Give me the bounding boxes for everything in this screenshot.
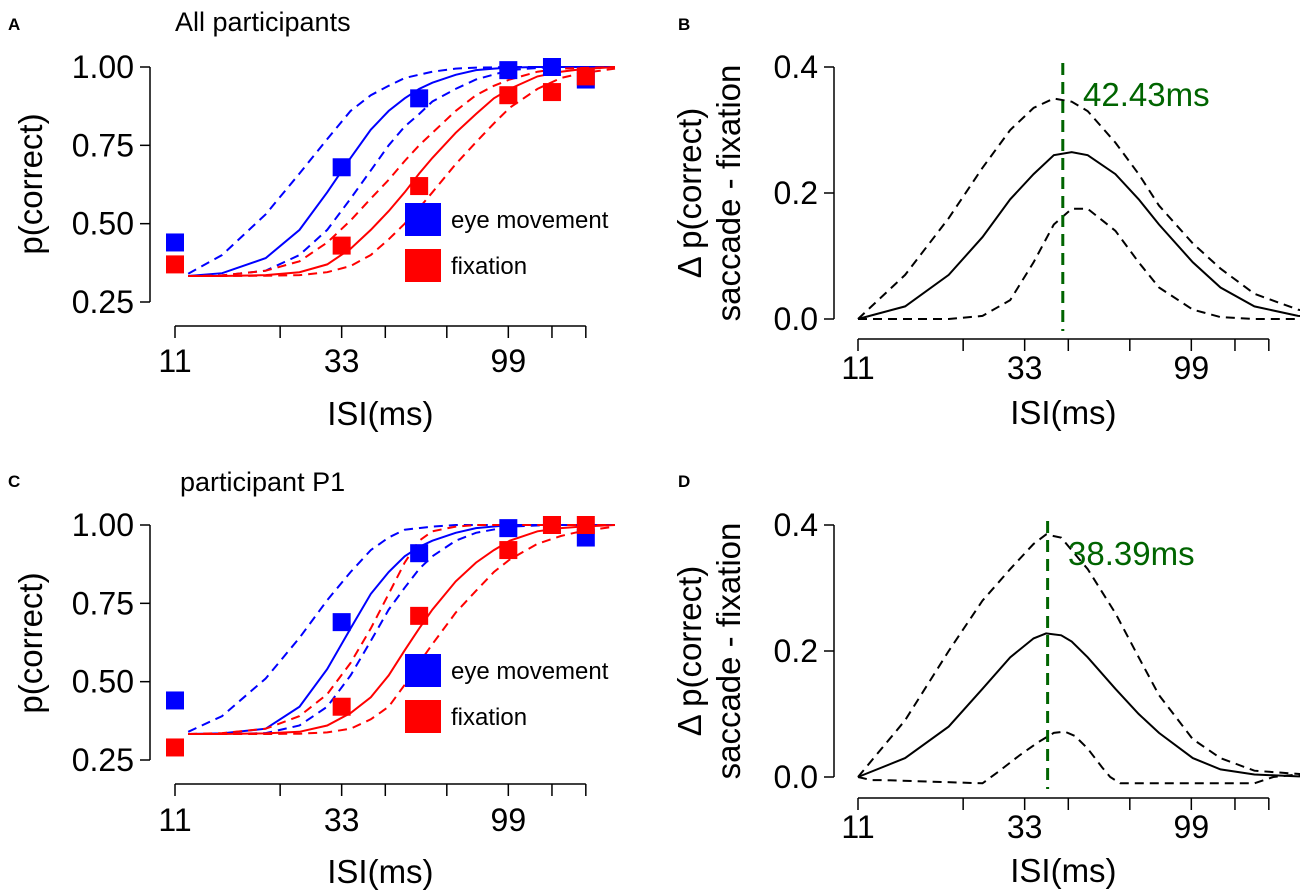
panel-c-series-eye-movement-ci-upper [187, 524, 615, 733]
panel-c-xtick-label: 99 [491, 802, 527, 838]
panel-a-series-eye-movement-ci-lower [188, 66, 615, 277]
panel-b-vline-label: 42.43ms [1083, 76, 1210, 113]
panel-a-legend-swatch-fixation [405, 249, 441, 282]
panel-c-point-fixation [166, 738, 184, 757]
panel-b-ylabel: Δ p(correct) [671, 108, 708, 279]
panel-b-xtick-label: 33 [1007, 350, 1043, 386]
panel-d-ytick-label: 0.2 [774, 633, 818, 669]
panel-d-ytick-label: 0.4 [774, 507, 818, 543]
panel-a-ytick-label: 0.75 [72, 127, 134, 163]
panel-c-legend-label: eye movement [451, 658, 609, 685]
panel-a-point-eye-movement [166, 233, 184, 252]
panel-d-series-ci-upper [857, 533, 1300, 778]
panel-b-xtick-label: 99 [1174, 350, 1210, 386]
panel-c-point-fixation [542, 516, 561, 534]
panel-b: B 0.0 0.2 0.4 11 33 99 ISI(ms) Δ p(correct) sacc… [671, 15, 1300, 431]
panel-b-ylabel-secondary: saccade - fixation [710, 65, 747, 322]
panel-b-xlabel: ISI(ms) [1010, 394, 1116, 431]
panel-c-series-eye-movement-ci-lower [188, 524, 615, 735]
panel-b-series-ci-upper [857, 97, 1300, 320]
panel-c-point-eye-movement [499, 519, 518, 538]
panel-c-point-eye-movement [332, 613, 351, 632]
panel-d: D 0.0 0.2 0.4 11 33 99 ISI(ms) Δ p(correct) sacc… [671, 472, 1300, 889]
panel-d-series-ci-lower [857, 730, 1300, 785]
panel-b-series-difference [857, 151, 1300, 320]
panel-a-legend-label: eye movement [451, 207, 609, 234]
panel-b-ytick-label: 0.4 [774, 49, 818, 85]
panel-letter-c: C [8, 472, 20, 491]
panel-a-point-eye-movement [410, 89, 429, 108]
panel-c-ytick-label: 0.50 [72, 664, 134, 700]
panel-a-point-fixation [499, 86, 518, 105]
panel-c-ytick-label: 1.00 [72, 507, 134, 543]
panel-a-title: All participants [175, 7, 351, 37]
panel-c-point-eye-movement [166, 691, 184, 710]
panel-a: A All participants 0.25 0.50 0.75 1.00 11 33 9… [8, 7, 616, 432]
panel-a-xtick-label: 33 [324, 343, 360, 379]
panel-d-xtick-label: 11 [841, 809, 874, 845]
panel-c-ytick-label: 0.25 [72, 742, 134, 778]
panel-c: C participant P1 0.25 0.50 0.75 1.00 11 33 99 I… [8, 467, 616, 890]
panel-c-ylabel: p(correct) [12, 572, 49, 713]
panel-c-point-fixation [576, 516, 595, 534]
panel-b-ytick-label: 0.2 [774, 175, 818, 211]
panel-a-point-fixation [410, 177, 429, 196]
panel-c-xlabel: ISI(ms) [327, 853, 433, 890]
panel-c-legend-label: fixation [451, 704, 527, 731]
panel-a-point-fixation [576, 67, 595, 86]
panel-c-series-fixation-ci-lower [188, 525, 616, 735]
panel-a-legend-label: fixation [451, 253, 527, 280]
panel-a-ytick-label: 1.00 [72, 49, 134, 85]
panel-a-xtick-label: 11 [158, 343, 191, 379]
panel-d-vline-label: 38.39ms [1068, 535, 1195, 572]
panel-letter-d: D [678, 472, 690, 491]
panel-d-xlabel: ISI(ms) [1010, 852, 1116, 889]
panel-a-ytick-label: 0.25 [72, 284, 134, 320]
panel-a-ylabel: p(correct) [12, 113, 49, 254]
panel-d-ylabel: Δ p(correct) [671, 566, 708, 737]
panel-letter-a: A [8, 15, 20, 34]
panel-c-series-fixation-fit [188, 524, 616, 735]
panel-a-point-fixation [166, 255, 184, 274]
panel-a-xlabel: ISI(ms) [327, 395, 433, 432]
panel-d-xtick-label: 99 [1174, 809, 1210, 845]
panel-c-point-fixation [332, 697, 351, 716]
panel-d-xtick-label: 33 [1007, 809, 1043, 845]
panel-letter-b: B [678, 15, 690, 34]
panel-a-ytick-label: 0.50 [72, 206, 134, 242]
panel-c-series-fixation-ci-upper [188, 524, 615, 735]
panel-a-point-eye-movement [332, 158, 351, 177]
panel-c-point-fixation [410, 606, 429, 625]
panel-d-series-difference [857, 632, 1300, 778]
panel-a-series-eye-movement-fit [188, 66, 615, 277]
panel-b-xtick-label: 11 [841, 350, 874, 386]
panel-c-series-eye-movement-fit [188, 524, 615, 735]
panel-c-title: participant P1 [180, 467, 345, 497]
panel-b-ytick-label: 0.0 [774, 301, 818, 337]
panel-a-xtick-label: 99 [491, 343, 527, 379]
panel-c-xtick-label: 33 [324, 802, 360, 838]
panel-a-point-eye-movement [499, 61, 518, 80]
panel-a-series-eye-movement-ci-upper [187, 66, 615, 275]
panel-c-legend-swatch-eye-movement [405, 654, 441, 687]
panel-c-ytick-label: 0.75 [72, 585, 134, 621]
panel-c-legend-swatch-fixation [405, 700, 441, 733]
panel-a-point-fixation [542, 83, 561, 102]
panel-c-point-fixation [499, 541, 518, 560]
panel-d-ytick-label: 0.0 [774, 759, 818, 795]
panel-a-point-eye-movement [542, 58, 561, 76]
panel-c-xtick-label: 11 [158, 802, 191, 838]
panel-a-series-fixation-fit [188, 66, 616, 277]
panel-a-legend-swatch-eye-movement [405, 203, 441, 236]
panel-c-point-eye-movement [410, 544, 429, 563]
panel-d-ylabel-secondary: saccade - fixation [710, 523, 747, 780]
panel-a-point-fixation [332, 236, 351, 255]
panel-a-series-fixation-ci-lower [188, 67, 616, 277]
panel-b-series-ci-lower [858, 207, 1300, 320]
